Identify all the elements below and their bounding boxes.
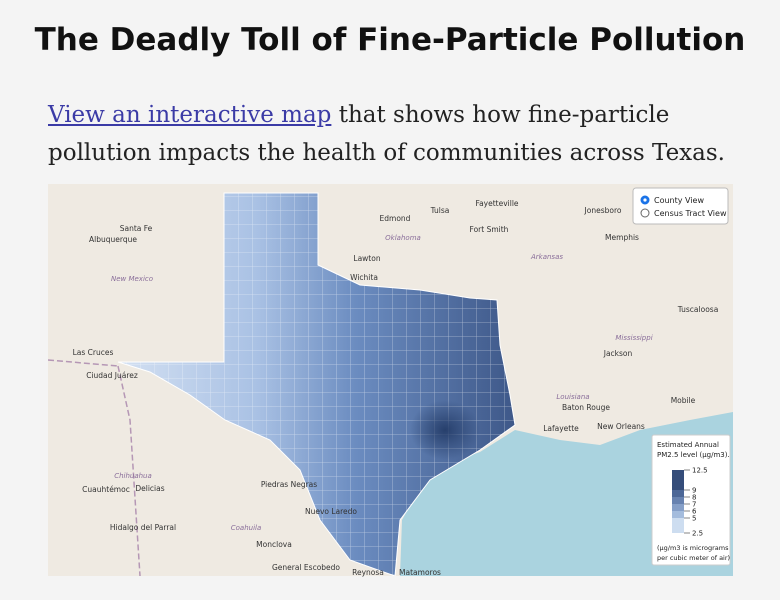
legend-band: [672, 504, 684, 511]
control-label[interactable]: Census Tract View: [654, 209, 727, 218]
legend-title: Estimated Annual: [657, 441, 719, 449]
legend-title: PM2.5 level (µg/m3).: [657, 451, 730, 459]
map-link[interactable]: View an interactive map: [48, 102, 332, 128]
legend-band: [672, 497, 684, 504]
place-label: Lafayette: [543, 424, 579, 433]
region-label: Louisiana: [556, 393, 589, 401]
place-label: Hidalgo del Parral: [110, 523, 176, 532]
legend-tick-label: 7: [692, 501, 696, 509]
place-label: Wichita: [350, 273, 378, 282]
control-label[interactable]: County View: [654, 196, 704, 205]
place-label: General Escobedo: [272, 563, 340, 572]
legend-tick-label: 8: [692, 494, 696, 502]
place-label: Tuscaloosa: [677, 305, 719, 314]
legend-tick-label: 6: [692, 508, 697, 516]
region-label: Chihuahua: [114, 472, 152, 480]
place-label: Lawton: [353, 254, 380, 263]
radio[interactable]: [640, 208, 650, 218]
legend-band: [672, 511, 684, 518]
legend-tick-label: 2.5: [692, 530, 703, 538]
place-label: Memphis: [605, 233, 639, 242]
houston-area: [410, 400, 480, 460]
place-label: Santa Fe: [120, 224, 153, 233]
view-control: [632, 187, 729, 225]
place-label: Jackson: [603, 349, 633, 358]
place-label: Jonesboro: [584, 206, 622, 215]
region-label: Mississippi: [615, 334, 652, 342]
legend-band: [672, 470, 684, 490]
counties: [118, 193, 515, 576]
intro: View an interactive map that shows how f…: [48, 96, 748, 172]
place-label: Fort Smith: [470, 225, 509, 234]
legend-tick-label: 12.5: [692, 467, 708, 475]
gulf: [400, 412, 733, 576]
place-label: Tulsa: [430, 206, 450, 215]
intro-text: that shows how fine-particle pollution i…: [48, 102, 725, 166]
legend-note: (µg/m3 is micrograms: [657, 544, 729, 552]
title: The Deadly Toll of Fine-Particle Polluti…: [34, 22, 746, 58]
place-label: Las Cruces: [73, 348, 114, 357]
legend-tick-label: 9: [692, 487, 696, 495]
legend-note: per cubic meter of air): [657, 554, 730, 562]
place-label: Nuevo Laredo: [305, 507, 357, 516]
place-label: Fayetteville: [475, 199, 518, 208]
legend-band: [672, 490, 684, 497]
legend: [651, 434, 731, 566]
region-label: New Mexico: [111, 275, 153, 283]
region-label: Coahuila: [231, 524, 262, 532]
legend-band: [672, 518, 684, 533]
place-label: Matamoros: [399, 568, 441, 577]
place-label: Edmond: [380, 214, 411, 223]
place-label: Mobile: [671, 396, 696, 405]
place-label: Ciudad Juárez: [86, 371, 138, 380]
region-label: Arkansas: [530, 253, 563, 261]
region-label: Oklahoma: [385, 234, 421, 242]
place-label: New Orleans: [597, 422, 645, 431]
place-label: Reynosa: [352, 568, 384, 577]
border: [48, 359, 141, 576]
legend-tick-label: 5: [692, 515, 696, 523]
place-label: Albuquerque: [89, 235, 137, 244]
place-label: Delicias: [135, 484, 164, 493]
place-label: Baton Rouge: [562, 403, 610, 412]
place-label: Piedras Negras: [261, 480, 317, 489]
radio-dot: [643, 198, 647, 202]
place-label: Monclova: [256, 540, 292, 549]
place-label: Cuauhtémoc: [82, 485, 130, 494]
